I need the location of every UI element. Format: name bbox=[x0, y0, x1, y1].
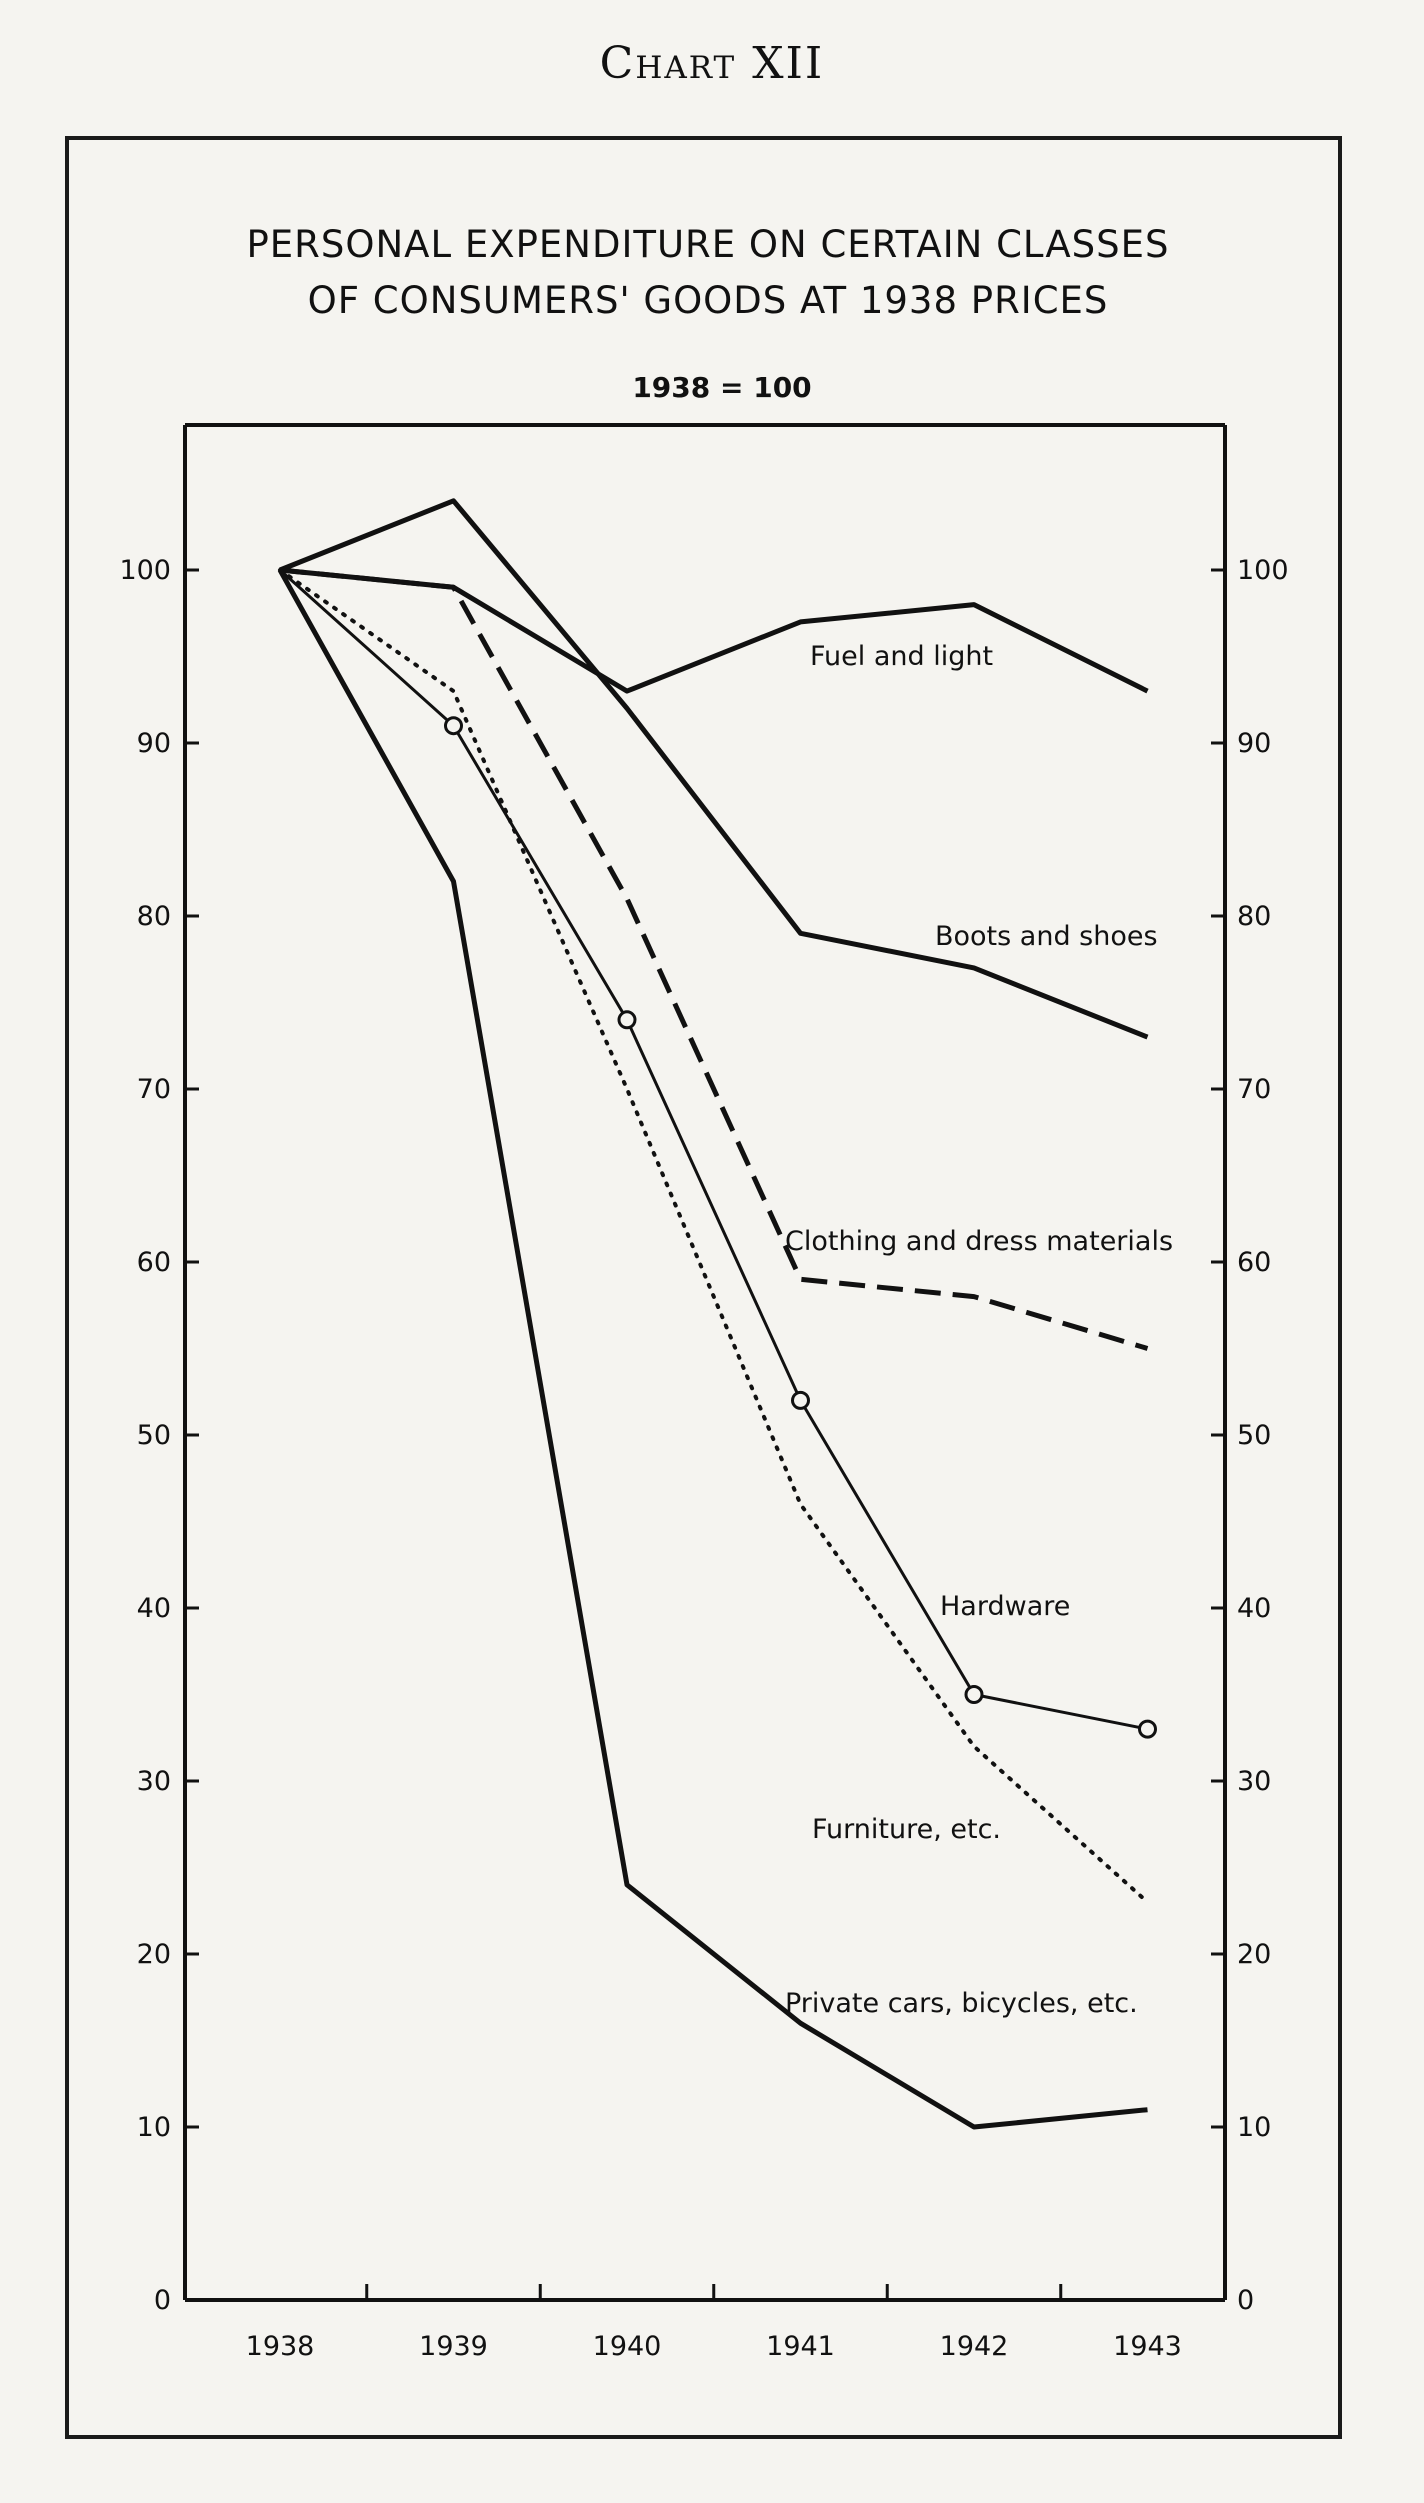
y-tick-label-right: 100 bbox=[1237, 555, 1289, 586]
y-tick-label-right: 20 bbox=[1237, 1939, 1271, 1970]
y-tick-label-left: 80 bbox=[137, 901, 171, 932]
y-tick-label-right: 80 bbox=[1237, 901, 1271, 932]
y-tick-label-right: 60 bbox=[1237, 1247, 1271, 1278]
series-lines bbox=[277, 498, 1157, 2130]
chart-subtitle: 1938 = 100 bbox=[632, 371, 811, 404]
series-label-4: Furniture, etc. bbox=[812, 1814, 1001, 1845]
series-point-marker bbox=[791, 1390, 810, 1410]
y-tick-label-left: 10 bbox=[137, 2112, 171, 2143]
series-label-2: Clothing and dress materials bbox=[785, 1226, 1173, 1257]
series-line-0 bbox=[279, 567, 1149, 694]
series-point-marker bbox=[444, 716, 463, 736]
series-labels: Fuel and light Boots and shoes Clothing an… bbox=[785, 641, 1173, 2019]
series-point-marker bbox=[617, 1010, 637, 1030]
figure-frame bbox=[65, 136, 1342, 2439]
x-tick-label: 1938 bbox=[246, 2331, 315, 2362]
series-label-5: Private cars, bicycles, etc. bbox=[785, 1988, 1138, 2019]
series-line-1 bbox=[279, 498, 1149, 1040]
y-tick-label-right: 70 bbox=[1237, 1074, 1271, 1105]
x-tick-label: 1943 bbox=[1113, 2331, 1182, 2362]
tick-labels: 1938 1939 1940 1941 1942 1943 0 0 10 10 20 20 30 30 40… bbox=[119, 555, 1288, 2362]
series-point-marker bbox=[1138, 1719, 1157, 1739]
y-tick-label-right: 30 bbox=[1237, 1766, 1271, 1797]
x-tick-label: 1942 bbox=[940, 2331, 1009, 2362]
y-tick-label-left: 60 bbox=[137, 1247, 171, 1278]
series-label-0: Fuel and light bbox=[810, 641, 993, 672]
chart-heading: Chart XII bbox=[599, 38, 825, 89]
y-tick-label-left: 90 bbox=[137, 728, 171, 759]
y-tick-label-right: 10 bbox=[1237, 2112, 1271, 2143]
x-tick-label: 1940 bbox=[593, 2331, 662, 2362]
y-tick-label-right: 40 bbox=[1237, 1593, 1271, 1624]
chart-title-line-2: OF CONSUMERS' GOODS AT 1938 PRICES bbox=[308, 279, 1109, 322]
y-tick-label-right: 50 bbox=[1237, 1420, 1271, 1451]
series-label-3: Hardware bbox=[940, 1591, 1070, 1622]
series-line-3 bbox=[278, 568, 1148, 1731]
series-line-2 bbox=[279, 567, 1149, 1351]
y-tick-label-left: 20 bbox=[137, 1939, 171, 1970]
series-point-marker bbox=[964, 1685, 984, 1704]
series-line-4 bbox=[278, 568, 1150, 1905]
y-tick-label-right: 90 bbox=[1237, 728, 1271, 759]
y-tick-label-right: 0 bbox=[1237, 2285, 1254, 2316]
x-tick-label: 1939 bbox=[419, 2331, 488, 2362]
y-tick-label-left: 100 bbox=[119, 555, 171, 586]
y-tick-label-left: 0 bbox=[154, 2285, 171, 2316]
y-tick-label-left: 30 bbox=[137, 1766, 171, 1797]
series-line-5 bbox=[277, 568, 1148, 2130]
y-tick-label-left: 50 bbox=[137, 1420, 171, 1451]
series-label-1: Boots and shoes bbox=[935, 921, 1158, 952]
chart-title-line-1: PERSONAL EXPENDITURE ON CERTAIN CLASSES bbox=[246, 223, 1169, 266]
axes bbox=[183, 423, 1227, 2302]
y-tick-label-left: 70 bbox=[137, 1074, 171, 1105]
y-tick-label-left: 40 bbox=[137, 1593, 171, 1624]
x-tick-label: 1941 bbox=[766, 2331, 835, 2362]
